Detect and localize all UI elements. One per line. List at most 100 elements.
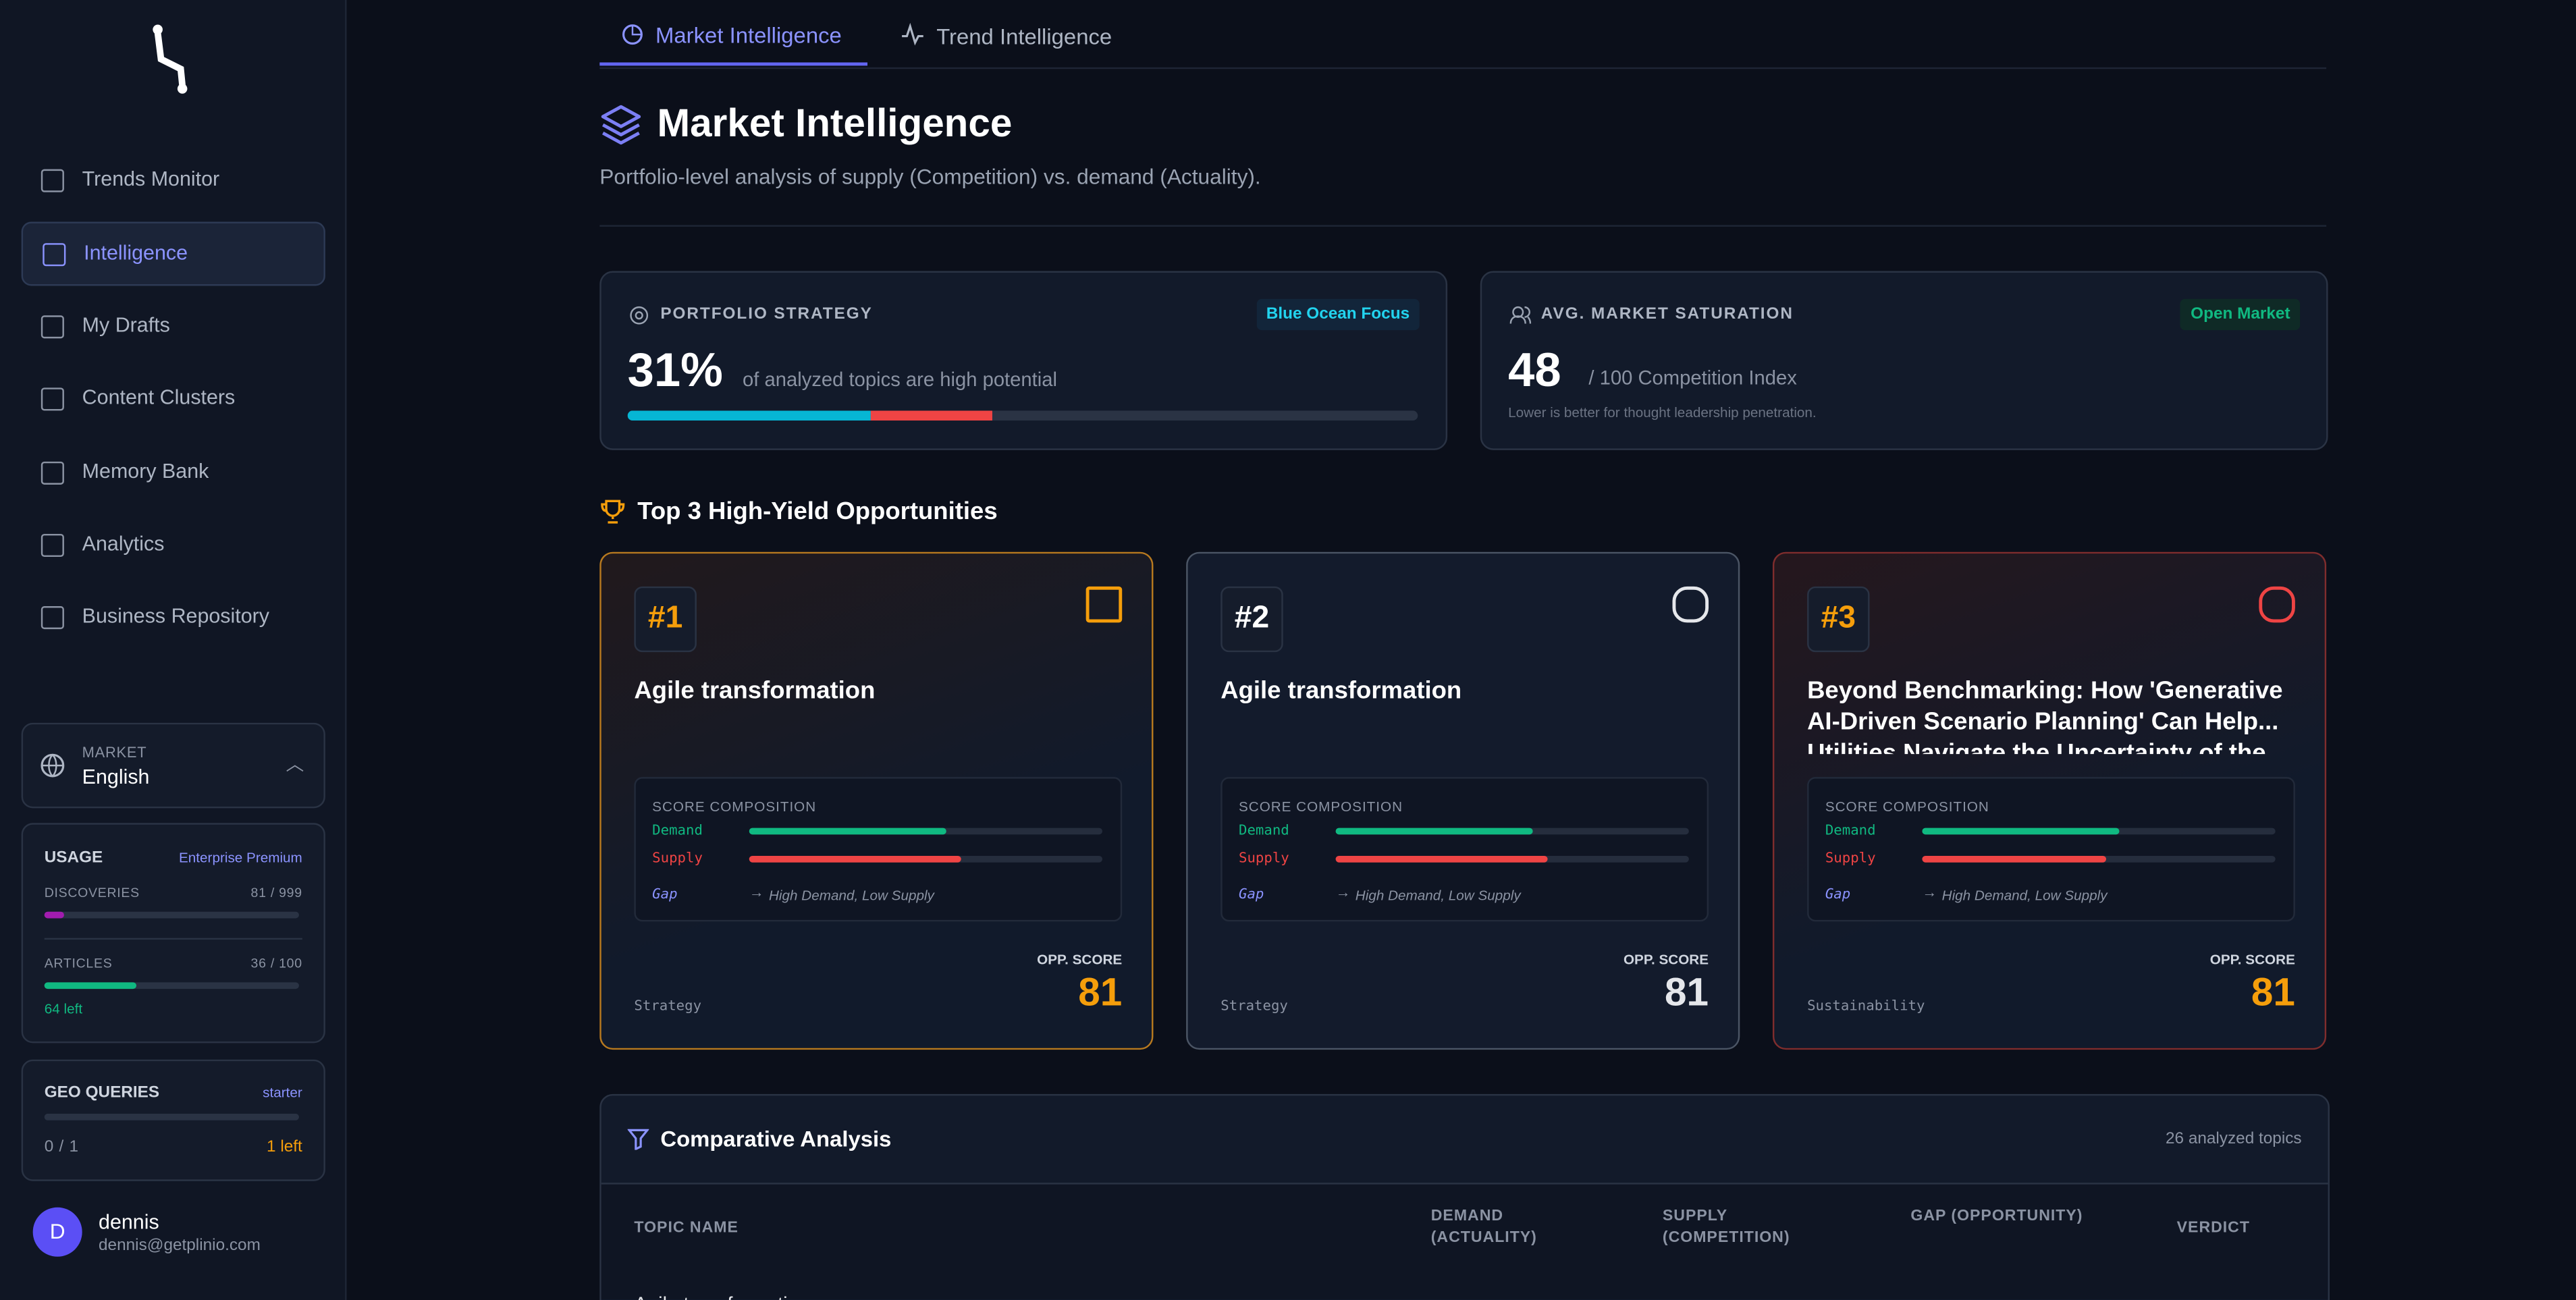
geo-title: GEO QUERIES [44,1084,160,1103]
tab[interactable]: Trend Intelligence [936,24,1112,50]
supply-bar [749,855,961,863]
tab[interactable]: Market Intelligence [655,23,842,48]
supply-label: Supply [1239,850,1289,867]
column-header: DEMAND (ACTUALITY) [1430,1207,1537,1247]
score-label: OPP. SCORE [1623,951,1709,968]
rank: #3 [1807,586,1870,653]
opportunity-card[interactable]: #2 Agile transformation SCORE COMPOSITION D… [1186,551,1740,1050]
tab-underline [599,62,867,66]
nav-item[interactable]: Content Clusters [22,369,322,429]
nav-label: Business Repository [82,605,270,628]
geo-left: 1 left [267,1138,302,1157]
tab-divider [599,67,2327,70]
market-label: MARKET [82,744,147,761]
stat-card: PORTFOLIO STRATEGY Blue Ocean Focus 31% … [599,271,1448,450]
demand-track [1335,828,1689,835]
score: 81 [1078,971,1123,1016]
nav-label: My Drafts [82,313,170,337]
stat-label: AVG. MARKET SATURATION [1540,305,1794,324]
articles-left: 64 left [44,1000,83,1017]
table-cell: Agile transformation [634,1293,809,1300]
supply-label: Supply [1825,850,1876,867]
geo-value: 0 / 1 [44,1138,79,1157]
demand-bar [1335,828,1533,835]
nav-label: Trends Monitor [82,167,220,191]
title-icon [601,105,641,145]
nav-label: Content Clusters [82,386,236,410]
user-email: dennis@getplinio.com [99,1237,261,1255]
topic: Beyond Benchmarking: How 'Generative AI-… [1807,676,2283,755]
composition-label: SCORE COMPOSITION [652,798,817,815]
stat-card: AVG. MARKET SATURATION Open Market 48 / … [1480,271,2328,450]
market-selector[interactable]: MARKET English ︿ [21,722,325,809]
demand-label: Demand [1825,823,1876,840]
column-header: TOPIC NAME [634,1218,739,1237]
rank: #2 [1220,586,1283,653]
category: Strategy [1220,998,1288,1016]
nav-item[interactable]: Business Repository [22,587,322,648]
demand-bar [749,828,946,835]
gap-note: High Demand, Low Supply [1355,887,1521,904]
stat-caption: of analyzed topics are high potential [743,368,1058,391]
nav-item[interactable]: Memory Bank [22,441,322,502]
track [44,911,299,919]
stat-note: Lower is better for thought leadership p… [1508,404,1817,421]
gap-label: Gap [652,887,678,904]
articles-label: ARTICLES [44,956,113,971]
comparative-title: Comparative Analysis [660,1127,892,1152]
nav-item[interactable]: Trends Monitor [22,149,322,210]
demand-bar [1922,828,2120,835]
score-composition: SCORE COMPOSITION Demand Supply Gap → High De… [1807,777,2295,922]
nav-item[interactable]: Intelligence [21,222,325,287]
opportunity-card[interactable]: #1 Agile transformation SCORE COMPOSITION D… [599,551,1154,1050]
geo-panel: GEO QUERIES starter 0 / 1 1 left [21,1059,325,1181]
score-composition: SCORE COMPOSITION Demand Supply Gap → High De… [634,777,1123,922]
rank-icon [2259,586,2295,623]
supply-bar [1922,855,2107,863]
category: Strategy [634,998,702,1016]
score-composition: SCORE COMPOSITION Demand Supply Gap → High De… [1220,777,1709,922]
score: 81 [1665,971,1709,1016]
score-label: OPP. SCORE [2209,951,2295,968]
supply-bar [1335,855,1548,863]
discoveries-label: DISCOVERIES [44,885,140,900]
supply-track [1922,855,2276,863]
track [44,982,299,990]
column-header: GAP (OPPORTUNITY) [1910,1207,2083,1226]
usage-plan: Enterprise Premium [179,849,302,866]
arrow: → [749,884,764,900]
nav-item[interactable]: Analytics [22,514,322,575]
demand-track [1922,828,2276,835]
nav-label: Analytics [82,532,165,556]
composition-label: SCORE COMPOSITION [1239,798,1403,815]
geo-plan: starter [263,1084,302,1101]
market-value: English [82,765,150,789]
supply-label: Supply [652,850,703,867]
category: Sustainability [1807,998,1925,1016]
arrow: → [1922,884,1937,900]
page-subtitle: Portfolio-level analysis of supply (Comp… [599,164,1261,189]
demand-label: Demand [652,823,703,840]
nav-item[interactable]: My Drafts [22,296,322,356]
track [44,1114,299,1120]
stat-caption: / 100 Competition Index [1588,366,1797,389]
score: 81 [2251,971,2295,1016]
opportunity-card[interactable]: #3 Beyond Benchmarking: How 'Generative A… [1772,551,2327,1050]
articles-value: 36 / 100 [250,956,302,971]
stat-value: 31% [627,345,723,398]
column-header: VERDICT [2176,1218,2250,1237]
supply-track [1335,855,1689,863]
demand-track [749,828,1103,835]
avatar[interactable]: D [32,1207,82,1257]
sidebar: Trends Monitor Intelligence My Drafts Conte… [0,0,347,1300]
arrow: → [1335,884,1351,900]
stat-label: PORTFOLIO STRATEGY [660,305,873,324]
comparative-panel: Comparative Analysis 26 analyzed topics … [599,1093,2330,1300]
gap-label: Gap [1239,887,1264,904]
supply-track [749,855,1103,863]
demand-label: Demand [1239,823,1289,840]
discoveries-value: 81 / 999 [250,885,302,900]
column-header: SUPPLY (COMPETITION) [1662,1207,1790,1247]
section-title: Top 3 High-Yield Opportunities [637,497,998,526]
